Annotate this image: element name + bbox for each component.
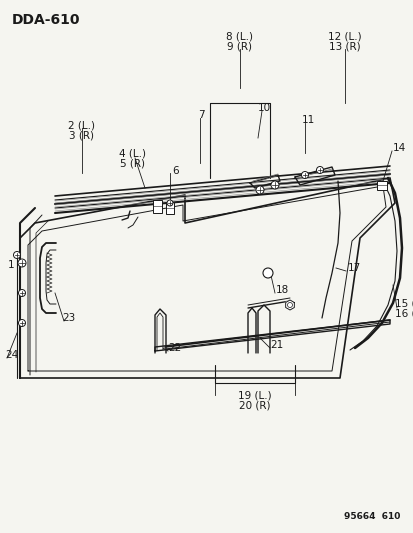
Text: 13 (R): 13 (R) bbox=[328, 41, 360, 51]
Polygon shape bbox=[285, 300, 294, 310]
Circle shape bbox=[255, 186, 263, 194]
Text: 22: 22 bbox=[168, 343, 181, 353]
Text: 8 (L.): 8 (L.) bbox=[226, 31, 253, 41]
Text: 10: 10 bbox=[257, 103, 271, 113]
Text: 24: 24 bbox=[5, 350, 18, 360]
Text: 3 (R): 3 (R) bbox=[69, 130, 94, 140]
Text: 15 (L.): 15 (L.) bbox=[394, 298, 413, 308]
Text: 6: 6 bbox=[171, 166, 178, 176]
Bar bbox=[166, 202, 173, 214]
Bar bbox=[376, 181, 386, 190]
Circle shape bbox=[18, 259, 26, 267]
Text: 20 (R): 20 (R) bbox=[239, 400, 270, 410]
Text: 17: 17 bbox=[347, 263, 361, 273]
Text: 5 (R): 5 (R) bbox=[120, 158, 145, 168]
Text: 14: 14 bbox=[392, 143, 405, 153]
Text: 16 (R): 16 (R) bbox=[394, 308, 413, 318]
Circle shape bbox=[19, 289, 26, 296]
Text: 95664  610: 95664 610 bbox=[343, 512, 399, 521]
Text: 21: 21 bbox=[269, 340, 282, 350]
Circle shape bbox=[316, 166, 323, 174]
Circle shape bbox=[301, 172, 308, 179]
Text: 2 (L.): 2 (L.) bbox=[68, 120, 95, 130]
Circle shape bbox=[287, 303, 292, 308]
Circle shape bbox=[271, 181, 278, 189]
Text: 12 (L.): 12 (L.) bbox=[328, 31, 361, 41]
Text: DDA-610: DDA-610 bbox=[12, 13, 80, 27]
Text: 19 (L.): 19 (L.) bbox=[237, 390, 271, 400]
Circle shape bbox=[19, 319, 26, 327]
Circle shape bbox=[262, 268, 272, 278]
Bar bbox=[153, 199, 162, 213]
Text: 18: 18 bbox=[275, 285, 289, 295]
Text: 23: 23 bbox=[62, 313, 75, 323]
Text: 11: 11 bbox=[301, 115, 314, 125]
Text: 7: 7 bbox=[197, 110, 204, 120]
Text: 4 (L.): 4 (L.) bbox=[119, 148, 146, 158]
Text: 9 (R): 9 (R) bbox=[227, 41, 252, 51]
Circle shape bbox=[14, 252, 21, 259]
Circle shape bbox=[166, 200, 173, 206]
Text: 1: 1 bbox=[8, 260, 14, 270]
